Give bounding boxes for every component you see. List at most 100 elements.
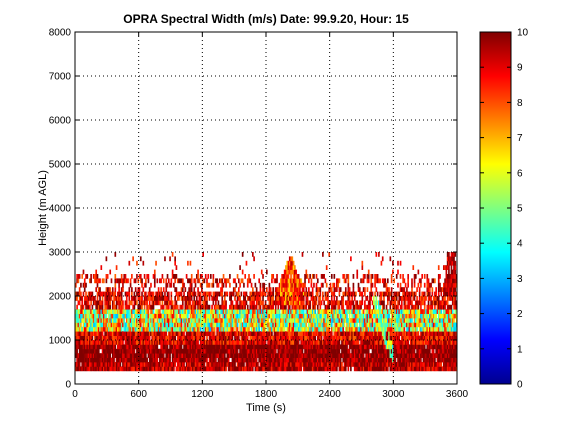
heatmap-cell [374,366,376,372]
heatmap-cell [258,348,261,354]
heatmap-cell [128,331,131,336]
heatmap-cell [127,309,129,314]
heatmap-cell [295,326,297,332]
heatmap-cell [397,357,399,363]
heatmap-cell [291,291,294,297]
heatmap-cell [333,309,336,314]
heatmap-cell [225,304,227,310]
heatmap-cell [364,344,366,350]
heatmap-cell [134,335,137,341]
heatmap-cell [85,309,87,314]
heatmap-cell [394,326,397,332]
heatmap-cell [80,304,82,310]
heatmap-cell [302,340,305,345]
heatmap-cell [384,318,387,323]
heatmap-cell [118,362,120,367]
heatmap-cell [123,366,126,372]
heatmap-cell [139,256,142,262]
heatmap-cell [90,344,92,350]
heatmap-cell [361,260,364,266]
heatmap-cell [220,353,222,358]
heatmap-cell [323,335,325,341]
heatmap-cell [209,362,212,367]
heatmap-cell [248,348,250,354]
heatmap-cell [185,300,188,306]
heatmap-cell [77,318,80,323]
heatmap-cell [323,300,325,306]
heatmap-cell [231,357,234,363]
heatmap-cell [212,362,215,367]
heatmap-cell [263,344,266,350]
heatmap-cell [226,357,229,363]
heatmap-cell [230,353,233,358]
heatmap-cell [346,357,348,363]
heatmap-cell [206,366,208,372]
heatmap-cell [365,309,367,314]
heatmap-cell [129,353,132,358]
heatmap-cell [246,362,249,367]
heatmap-cell [404,300,407,306]
heatmap-cell [280,366,282,372]
heatmap-cell [105,313,108,319]
heatmap-cell [227,340,230,345]
heatmap-cell [364,287,366,292]
heatmap-cell [218,304,221,310]
heatmap-cell [180,291,183,297]
heatmap-cell [318,362,320,367]
heatmap-cell [129,318,132,323]
heatmap-cell [109,296,112,301]
heatmap-cell [374,313,376,319]
heatmap-cell [324,296,327,301]
heatmap-cell [267,344,269,350]
heatmap-cell [176,362,179,367]
heatmap-cell [416,318,418,323]
heatmap-cell [139,366,142,372]
heatmap-cell [243,300,245,306]
heatmap-cell [380,344,383,350]
heatmap-cell [330,344,333,350]
heatmap-cell [241,278,244,284]
heatmap-cell [299,357,301,363]
heatmap-cell [408,313,411,319]
heatmap-cell [267,309,269,314]
heatmap-cell [352,282,355,288]
heatmap-cell [215,357,217,363]
heatmap-cell [110,318,113,323]
heatmap-cell [360,357,362,363]
heatmap-cell [192,348,194,354]
heatmap-cell [122,362,124,367]
heatmap-cell [311,344,314,350]
heatmap-cell [232,366,235,372]
heatmap-cell [383,335,385,341]
heatmap-cell [260,353,263,358]
heatmap-cell [83,300,86,306]
heatmap-cell [278,296,281,301]
heatmap-cell [174,296,176,301]
heatmap-cell [197,291,199,297]
heatmap-cell [222,300,225,306]
heatmap-cell [208,357,211,363]
heatmap-cell [330,309,333,314]
heatmap-cell [348,340,351,345]
heatmap-cell [145,300,147,306]
heatmap-cell [271,353,273,358]
heatmap-cell [374,335,376,341]
heatmap-cell [85,304,87,310]
heatmap-cell [322,291,324,297]
heatmap-cell [114,322,117,328]
heatmap-cell [383,344,385,350]
heatmap-cell [290,287,292,292]
heatmap-cell [268,362,271,367]
heatmap-cell [211,331,213,336]
heatmap-cell [236,344,239,350]
heatmap-cell [234,278,236,284]
heatmap-cell [152,318,155,323]
heatmap-cell [399,353,402,358]
heatmap-cell [192,344,194,350]
heatmap-cell [343,366,346,372]
heatmap-cell [356,304,359,310]
heatmap-cell [353,296,356,301]
heatmap-cell [404,313,407,319]
heatmap-cell [297,340,300,345]
heatmap-cell [353,344,356,350]
